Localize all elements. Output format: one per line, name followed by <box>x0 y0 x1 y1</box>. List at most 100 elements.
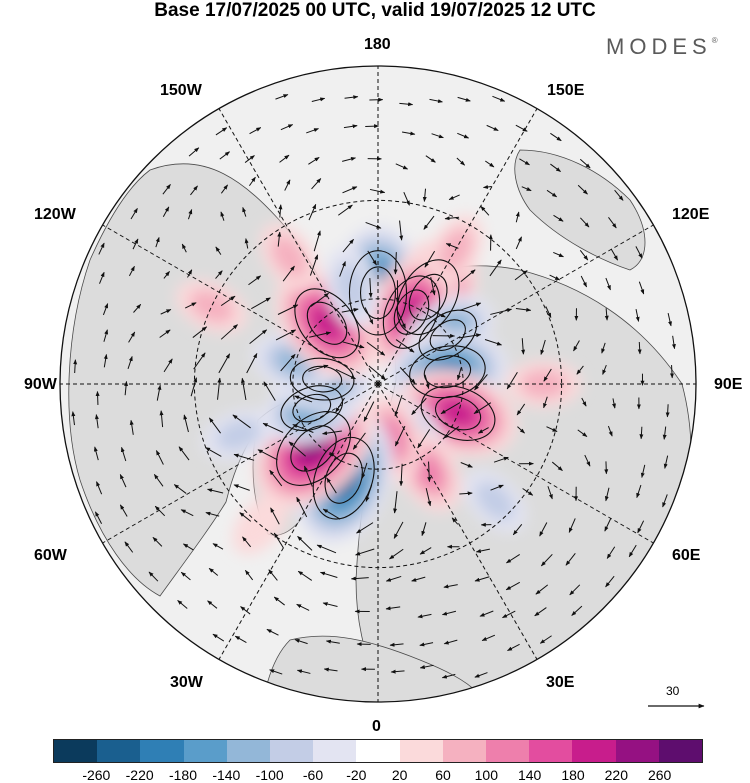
wind-vector-arrow <box>280 124 294 131</box>
wind-vector-arrow <box>502 610 516 619</box>
wind-vector-arrow <box>98 242 105 255</box>
wind-vector-arrow <box>604 487 610 502</box>
wind-vector-arrow <box>268 569 278 581</box>
colorbar-swatch <box>270 740 314 762</box>
wind-vector-arrow <box>208 417 221 434</box>
wind-vector-arrow <box>411 397 427 416</box>
wind-vector-arrow <box>484 339 503 346</box>
wind-vector-arrow <box>577 184 588 195</box>
colorbar-swatch <box>486 740 530 762</box>
wind-vector-arrow <box>474 374 488 391</box>
wind-vector-arrow <box>614 189 624 201</box>
wind-vector-arrow <box>662 494 668 508</box>
wind-vector-arrow <box>440 402 461 415</box>
wind-vector-arrow <box>296 669 311 674</box>
wind-vector-arrow <box>309 254 319 276</box>
wind-vector-arrow <box>103 353 108 368</box>
wind-vector-arrow <box>425 155 436 163</box>
wind-vector-arrow <box>457 96 471 102</box>
colorbar-tick-label: -140 <box>212 767 241 783</box>
wind-vector-arrow <box>262 422 284 433</box>
wind-vector-arrow <box>521 186 532 192</box>
colorbar-swatch <box>442 740 487 762</box>
wind-vector-arrow <box>361 462 368 479</box>
wind-vector-arrow <box>460 462 473 468</box>
wind-vector-arrow <box>269 469 283 487</box>
wind-vector-arrow <box>637 341 642 355</box>
colorbar-tick-label: -20 <box>346 767 367 783</box>
anomaly-shading <box>335 262 369 313</box>
wind-vector-arrow <box>580 275 588 288</box>
wind-vector-arrow <box>514 270 528 281</box>
colorbar-tick-label: 260 <box>647 767 672 783</box>
wind-vector-arrow <box>422 188 427 202</box>
wind-vector-arrow <box>480 205 490 216</box>
wind-vector-arrow <box>182 543 194 551</box>
wind-vector-arrow <box>212 633 225 642</box>
reference-vector-label: 30 <box>666 684 680 698</box>
colorbar-swatch <box>356 740 400 762</box>
wind-vector-arrow <box>569 584 581 596</box>
wind-vector-arrow <box>457 132 470 139</box>
wind-vector-arrow <box>512 523 523 536</box>
graticule <box>60 66 696 702</box>
wind-vector-arrow <box>219 151 230 160</box>
wind-vector-arrow <box>485 160 495 168</box>
wind-vector-arrow <box>393 491 398 514</box>
colorbar-swatch <box>140 740 184 762</box>
wind-vector-arrow <box>365 221 382 229</box>
wind-vector-arrow <box>124 380 129 396</box>
contour-line <box>434 395 482 431</box>
wind-vector-arrow <box>162 206 170 218</box>
wind-vector-arrow <box>636 484 642 499</box>
wind-vector-arrow <box>460 269 476 282</box>
longitude-label-0: 0 <box>372 718 381 735</box>
wind-vector-arrow <box>294 395 313 403</box>
wind-vector-arrow <box>178 446 190 461</box>
wind-vector-arrow <box>399 463 404 487</box>
longitude-label-60e: 60E <box>672 547 701 564</box>
wind-vector-arrow <box>429 98 443 104</box>
wind-vector-arrow <box>215 270 223 279</box>
wind-vector-arrow <box>581 397 587 407</box>
wind-vector-arrow <box>441 610 457 616</box>
wind-vector-arrow <box>316 544 337 554</box>
wind-vector-arrow <box>173 484 187 494</box>
wind-vector-arrow <box>249 329 268 345</box>
wind-vector-arrow <box>421 522 427 537</box>
wind-vector-arrow <box>130 207 138 220</box>
wind-vector-arrow <box>220 184 228 194</box>
wind-vector-arrow <box>363 401 375 422</box>
meridian-line <box>377 383 654 544</box>
wind-vector-arrow <box>547 486 553 500</box>
wind-vector-arrow <box>546 426 558 432</box>
wind-vector-arrow <box>366 341 386 356</box>
wind-vector-arrow <box>273 596 285 606</box>
wind-vector-arrow <box>477 427 489 434</box>
colorbar-tick-label: -260 <box>82 767 111 783</box>
wind-vector-arrow <box>639 426 644 440</box>
wind-vector-arrow <box>205 447 222 457</box>
wind-vector-arrow <box>296 496 308 518</box>
wind-vector-arrow <box>399 220 404 241</box>
wind-vector-arrow <box>282 265 295 282</box>
wind-vector-arrow <box>506 371 518 390</box>
wind-vector-arrow <box>309 331 332 338</box>
wind-vector-arrow <box>671 335 676 350</box>
wind-vector-arrow <box>248 275 262 286</box>
meridian-line <box>377 224 654 385</box>
wind-vector-arrow <box>640 464 646 478</box>
wind-vector-arrow <box>275 329 297 341</box>
wind-vector-arrow <box>326 477 337 494</box>
wind-vector-arrow <box>475 548 490 553</box>
wind-vector-arrow <box>546 189 558 198</box>
longitude-label-30e: 30E <box>546 674 575 691</box>
contour-line <box>289 357 355 401</box>
wind-vector-arrow <box>540 339 546 355</box>
longitude-label-120e: 120E <box>672 206 710 223</box>
contour-line <box>280 385 344 432</box>
wind-vector-arrow <box>568 518 576 533</box>
wind-vector-arrow <box>490 484 504 491</box>
wind-vector-arrow <box>456 157 466 166</box>
colorbar-tick-label: 100 <box>474 767 499 783</box>
